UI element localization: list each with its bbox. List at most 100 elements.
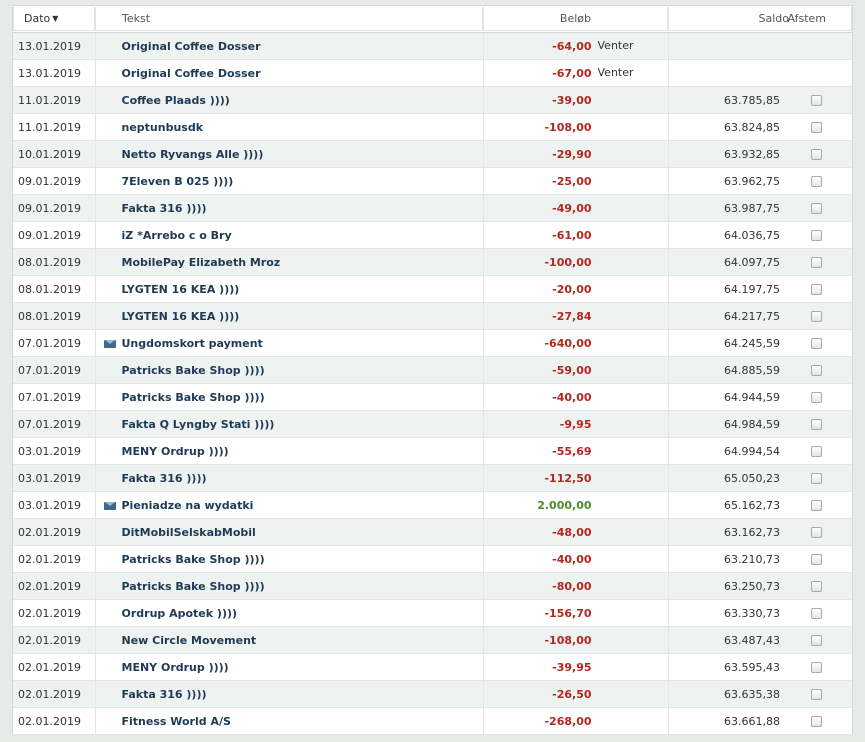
envelope-icon[interactable] (103, 339, 116, 348)
table-row[interactable]: 03.01.2019 Fakta 316 )))) -112,50 65.050,23 (13, 464, 852, 492)
table-row[interactable]: 02.01.2019 Ordrup Apotek )))) -156,70 63.33… (13, 599, 852, 627)
row-text-cell[interactable]: Patricks Bake Shop )))) (95, 545, 484, 573)
table-row[interactable]: 07.01.2019 Ungdomskort payment -640,00 64.2… (13, 329, 852, 357)
reconcile-checkbox[interactable] (811, 284, 822, 295)
reconcile-checkbox[interactable] (811, 122, 822, 133)
row-text-cell[interactable]: Fakta 316 )))) (95, 464, 484, 492)
table-row[interactable]: 03.01.2019 Pieniadze na wydatki 2.000,00 65… (13, 491, 852, 519)
row-text-cell[interactable]: LYGTEN 16 KEA )))) (95, 302, 484, 330)
column-header-balance[interactable]: Saldo Afstem (668, 6, 852, 33)
reconcile-checkbox[interactable] (811, 176, 822, 187)
table-row[interactable]: 02.01.2019 New Circle Movement -108,00 63.4… (13, 626, 852, 654)
row-text[interactable]: Patricks Bake Shop )))) (121, 552, 265, 566)
reconcile-checkbox[interactable] (811, 230, 822, 241)
row-text-cell[interactable]: Patricks Bake Shop )))) (95, 356, 484, 384)
row-text[interactable]: LYGTEN 16 KEA )))) (121, 282, 240, 296)
row-text[interactable]: Patricks Bake Shop )))) (121, 363, 265, 377)
row-text[interactable]: New Circle Movement (121, 633, 257, 647)
table-row[interactable]: 09.01.2019 7Eleven B 025 )))) -25,00 63.962… (13, 167, 852, 195)
table-row[interactable]: 13.01.2019 Original Coffee Dosser -64,00 Ve… (13, 32, 852, 60)
column-header-reconcile[interactable]: Afstem (787, 12, 826, 25)
table-row[interactable]: 13.01.2019 Original Coffee Dosser -67,00 Ve… (13, 59, 852, 87)
reconcile-checkbox[interactable] (811, 473, 822, 484)
table-row[interactable]: 08.01.2019 MobilePay Elizabeth Mroz -100,0… (13, 248, 852, 276)
reconcile-checkbox[interactable] (811, 581, 822, 592)
row-text-cell[interactable]: Ungdomskort payment (95, 329, 484, 357)
row-text[interactable]: Patricks Bake Shop )))) (121, 390, 265, 404)
row-text[interactable]: Ordrup Apotek )))) (121, 606, 238, 620)
reconcile-checkbox[interactable] (811, 338, 822, 349)
column-header-text[interactable]: Tekst (95, 6, 483, 33)
row-text-cell[interactable]: Netto Ryvangs Alle )))) (95, 140, 484, 168)
row-text-cell[interactable]: Original Coffee Dosser (95, 59, 484, 87)
table-row[interactable]: 11.01.2019 Coffee Plaads )))) -39,00 63.785… (13, 86, 852, 114)
row-text[interactable]: Netto Ryvangs Alle )))) (121, 147, 264, 161)
reconcile-checkbox[interactable] (811, 203, 822, 214)
row-text[interactable]: MENY Ordrup )))) (121, 444, 229, 458)
row-text-cell[interactable]: Fakta 316 )))) (95, 194, 484, 222)
reconcile-checkbox[interactable] (811, 419, 822, 430)
row-text-cell[interactable]: Pieniadze na wydatki (95, 491, 484, 519)
row-text-cell[interactable]: 7Eleven B 025 )))) (95, 167, 484, 195)
row-text-cell[interactable]: MENY Ordrup )))) (95, 653, 484, 681)
table-row[interactable]: 08.01.2019 LYGTEN 16 KEA )))) -20,00 64.197… (13, 275, 852, 303)
reconcile-checkbox[interactable] (811, 257, 822, 268)
table-row[interactable]: 09.01.2019 iZ *Arrebo c o Bry -61,00 64.036… (13, 221, 852, 249)
table-row[interactable]: 02.01.2019 MENY Ordrup )))) -39,95 63.595,4… (13, 653, 852, 681)
row-text[interactable]: LYGTEN 16 KEA )))) (121, 309, 240, 323)
table-row[interactable]: 02.01.2019 Patricks Bake Shop )))) -80,00 6… (13, 572, 852, 600)
reconcile-checkbox[interactable] (811, 689, 822, 700)
envelope-icon[interactable] (103, 501, 116, 510)
row-text[interactable]: Fitness World A/S (121, 714, 231, 728)
reconcile-checkbox[interactable] (811, 365, 822, 376)
row-text-cell[interactable]: Original Coffee Dosser (95, 32, 484, 60)
row-text-cell[interactable]: iZ *Arrebo c o Bry (95, 221, 484, 249)
reconcile-checkbox[interactable] (811, 608, 822, 619)
row-text-cell[interactable]: Ordrup Apotek )))) (95, 599, 484, 627)
row-text[interactable]: iZ *Arrebo c o Bry (121, 228, 232, 242)
table-row[interactable]: 02.01.2019 DitMobilSelskabMobil -48,00 63.1… (13, 518, 852, 546)
table-row[interactable]: 07.01.2019 Patricks Bake Shop )))) -59,00 6… (13, 356, 852, 384)
row-text-cell[interactable]: New Circle Movement (95, 626, 484, 654)
row-text[interactable]: Original Coffee Dosser (121, 66, 261, 80)
reconcile-checkbox[interactable] (811, 500, 822, 511)
row-text-cell[interactable]: neptunbusdk (95, 113, 484, 141)
row-text[interactable]: Fakta Q Lyngby Stati )))) (121, 417, 275, 431)
row-text-cell[interactable]: Patricks Bake Shop )))) (95, 383, 484, 411)
reconcile-checkbox[interactable] (811, 527, 822, 538)
row-text-cell[interactable]: MobilePay Elizabeth Mroz (95, 248, 484, 276)
row-text[interactable]: Fakta 316 )))) (121, 471, 207, 485)
table-row[interactable]: 02.01.2019 Fakta 316 )))) -26,50 63.635,38 (13, 680, 852, 708)
row-text[interactable]: Patricks Bake Shop )))) (121, 579, 265, 593)
row-text-cell[interactable]: Fakta Q Lyngby Stati )))) (95, 410, 484, 438)
row-text[interactable]: 7Eleven B 025 )))) (121, 174, 234, 188)
row-text[interactable]: Fakta 316 )))) (121, 687, 207, 701)
row-text[interactable]: Pieniadze na wydatki (121, 498, 254, 512)
table-row[interactable]: 07.01.2019 Fakta Q Lyngby Stati )))) -9,95… (13, 410, 852, 438)
row-text[interactable]: Ungdomskort payment (121, 336, 263, 350)
row-text-cell[interactable]: Fitness World A/S (95, 707, 484, 735)
reconcile-checkbox[interactable] (811, 662, 822, 673)
row-text-cell[interactable]: LYGTEN 16 KEA )))) (95, 275, 484, 303)
table-row[interactable]: 09.01.2019 Fakta 316 )))) -49,00 63.987,75 (13, 194, 852, 222)
row-text-cell[interactable]: MENY Ordrup )))) (95, 437, 484, 465)
reconcile-checkbox[interactable] (811, 392, 822, 403)
row-text[interactable]: Fakta 316 )))) (121, 201, 207, 215)
row-text-cell[interactable]: Patricks Bake Shop )))) (95, 572, 484, 600)
reconcile-checkbox[interactable] (811, 716, 822, 727)
table-row[interactable]: 11.01.2019 neptunbusdk -108,00 63.824,85 (13, 113, 852, 141)
table-row[interactable]: 02.01.2019 Fitness World A/S -268,00 63.661… (13, 707, 852, 735)
column-header-date[interactable]: Dato ▼ (13, 6, 95, 33)
row-text[interactable]: Coffee Plaads )))) (121, 93, 230, 107)
row-text-cell[interactable]: DitMobilSelskabMobil (95, 518, 484, 546)
table-row[interactable]: 10.01.2019 Netto Ryvangs Alle )))) -29,90 6… (13, 140, 852, 168)
row-text[interactable]: DitMobilSelskabMobil (121, 525, 256, 539)
row-text-cell[interactable]: Fakta 316 )))) (95, 680, 484, 708)
row-text-cell[interactable]: Coffee Plaads )))) (95, 86, 484, 114)
reconcile-checkbox[interactable] (811, 149, 822, 160)
reconcile-checkbox[interactable] (811, 446, 822, 457)
reconcile-checkbox[interactable] (811, 311, 822, 322)
reconcile-checkbox[interactable] (811, 554, 822, 565)
row-text[interactable]: neptunbusdk (121, 120, 204, 134)
table-row[interactable]: 03.01.2019 MENY Ordrup )))) -55,69 64.994,5… (13, 437, 852, 465)
